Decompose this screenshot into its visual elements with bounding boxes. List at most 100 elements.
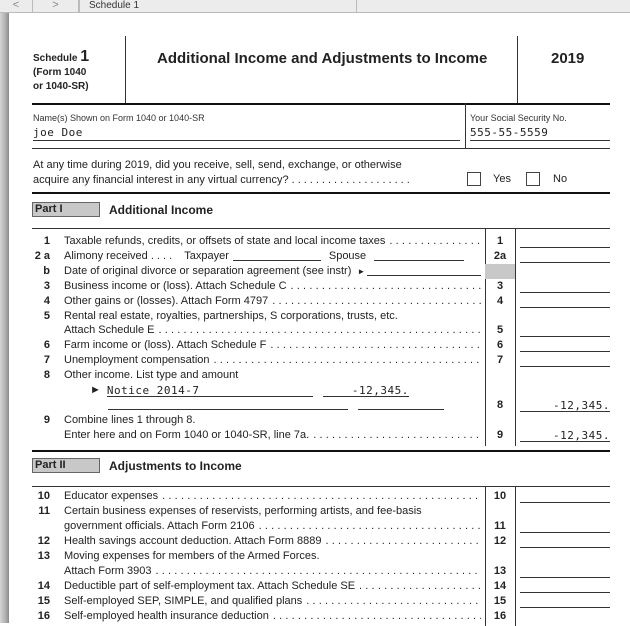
form-line: 3 Business income or (loss). Attach Sched… (32, 279, 612, 294)
divider (32, 192, 610, 194)
part2-label: Part II (32, 458, 100, 473)
dot-leader: .................... (291, 174, 413, 186)
ssn-label: Your Social Security No. (470, 113, 567, 123)
line-text: Attach Schedule E (64, 324, 155, 337)
amount-field-15[interactable] (520, 594, 610, 608)
amount-field-6[interactable] (520, 338, 610, 353)
tax-year: 2019 (551, 50, 585, 67)
taxpayer-label: Taxpayer (184, 249, 229, 262)
divider (32, 450, 610, 452)
spouse-field[interactable] (374, 249, 465, 261)
part2-title: Adjustments to Income (109, 459, 242, 473)
amount-field-9[interactable]: -12,345. (520, 428, 610, 442)
forward-button[interactable]: > (33, 0, 79, 12)
no-label: No (553, 173, 568, 185)
form-line: 2 a Alimony received . . . . Taxpayer Spous… (32, 249, 612, 264)
line-box-number: 12 (493, 535, 507, 547)
amount-field-12[interactable] (520, 534, 610, 548)
form-title: Additional Income and Adjustments to Inc… (157, 50, 488, 67)
other-income-type-field[interactable]: Notice 2014-7 (106, 383, 313, 397)
form-line: 14 Deductible part of self-employment tax… (32, 579, 612, 594)
form-line: 12 Health savings account deduction. Atta… (32, 534, 612, 549)
form-line: 7 Unemployment compensation 7 (32, 353, 612, 368)
amount-field-3[interactable] (520, 279, 610, 293)
form-line: b Date of original divorce or separation … (32, 263, 612, 279)
amount-field-8[interactable]: -12,345. (520, 398, 610, 412)
line-box-number: 13 (493, 565, 507, 577)
line-number: 13 (37, 550, 50, 562)
divider (32, 103, 610, 105)
line-box-number: 10 (493, 490, 507, 502)
line-box-number: 14 (493, 580, 507, 592)
line-description: Farm income or (loss). Attach Schedule F (64, 338, 481, 353)
amount-field-1[interactable] (520, 234, 610, 248)
line-number: 12 (37, 535, 50, 547)
dot-leader (155, 323, 481, 338)
line-text: Other income. List type and amount (64, 369, 239, 382)
yes-checkbox[interactable] (467, 172, 481, 186)
ssn-field[interactable]: 555-55-5559 (470, 126, 610, 141)
form-line: 1 Taxable refunds, credits, or offsets of… (32, 234, 612, 249)
arrow-icon: ► (90, 384, 101, 396)
form-line: 11 Certain business expenses of reservist… (32, 504, 612, 519)
taxpayer-field[interactable] (232, 249, 321, 261)
line-box-number: 2a (493, 249, 507, 262)
name-field[interactable]: joe Doe (33, 126, 460, 141)
line-description: Educator expenses (64, 489, 481, 504)
line-text: Other gains or (losses). Attach Form 479… (64, 294, 269, 307)
amount-field-13[interactable] (520, 564, 610, 578)
line-number: 9 (43, 413, 50, 426)
amount-field-16[interactable] (520, 609, 610, 623)
line-text: Educator expenses (64, 490, 159, 502)
line-description: Unemployment compensation (64, 353, 481, 368)
line-number: 14 (37, 580, 50, 592)
line-box-number: 1 (496, 235, 504, 247)
dot-leader (385, 234, 481, 249)
schedule-id: Schedule 1 (Form 1040 or 1040-SR) (33, 49, 89, 94)
line-text: Combine lines 1 through 8. (64, 413, 196, 426)
line-description: Self-employed SEP, SIMPLE, and qualified… (64, 594, 481, 609)
column-divider (515, 486, 516, 626)
line-number: 16 (37, 610, 50, 622)
no-checkbox[interactable] (526, 172, 540, 186)
line-text: Alimony received . . . . (64, 249, 173, 262)
line-text: Taxable refunds, credits, or offsets of … (64, 235, 386, 247)
line-description: Business income or (loss). Attach Schedu… (64, 279, 481, 294)
form-line1: (Form 1040 (33, 67, 87, 78)
line-box-number: 11 (494, 520, 506, 532)
back-button[interactable]: < (0, 0, 33, 12)
arrow-icon: ► (357, 266, 366, 276)
amount-field-4[interactable] (520, 294, 610, 308)
amount-field-5[interactable] (520, 323, 610, 338)
divider (465, 103, 466, 148)
line-box-number: 5 (496, 324, 504, 337)
amount-field-2a[interactable] (520, 249, 610, 263)
line-text: Self-employed health insurance deduction (64, 610, 269, 622)
line-text: Deductible part of self-employment tax. … (64, 580, 356, 592)
other-income-type-field[interactable] (108, 398, 348, 410)
line-text: Business income or (loss). Attach Schedu… (64, 279, 287, 292)
amount-field-7[interactable] (520, 353, 610, 368)
document-tab[interactable]: Schedule 1 (79, 0, 357, 12)
amount-field-11[interactable] (520, 519, 610, 533)
other-income-amount-field[interactable] (358, 398, 444, 410)
form-line: 10 Educator expenses 10 (32, 489, 612, 504)
line-description: Alimony received . . . . Taxpayer Spouse (64, 249, 481, 264)
amount-field-14[interactable] (520, 579, 610, 593)
line-box-number: 15 (493, 595, 507, 607)
divider (32, 148, 610, 149)
line-description: Moving expenses for members of the Armed… (64, 549, 481, 564)
form-line: 16 Self-employed health insurance deducti… (32, 609, 612, 624)
line-description: ► Notice 2014-7 -12,345. (64, 383, 481, 398)
line-text: Unemployment compensation (64, 354, 210, 367)
divorce-date-field[interactable] (367, 264, 481, 276)
dot-leader (321, 534, 481, 549)
spouse-label: Spouse (328, 249, 367, 262)
amount-field-10[interactable] (520, 489, 610, 503)
line-box-number: 16 (493, 610, 507, 622)
virtual-currency-question: At any time during 2019, did you receive… (33, 158, 413, 188)
form-line: 4 Other gains or (losses). Attach Form 47… (32, 294, 612, 309)
line-description: Self-employed health insurance deduction (64, 609, 481, 624)
line-box-number: 4 (496, 294, 504, 307)
other-income-amount-field[interactable]: -12,345. (322, 383, 409, 397)
